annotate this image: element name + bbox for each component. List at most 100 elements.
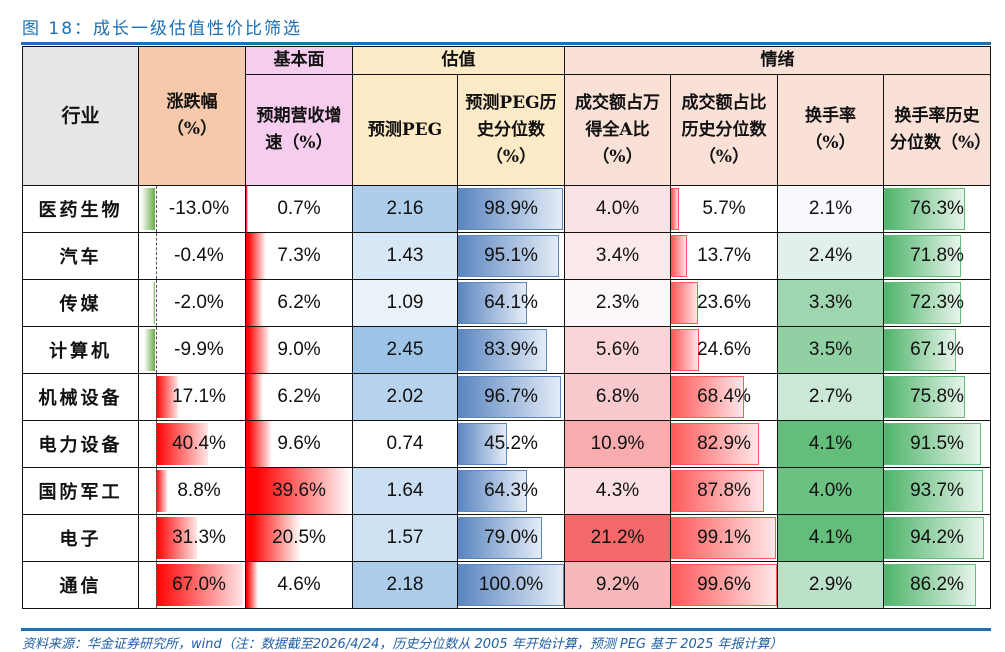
revenue-growth-cell: 0.7%: [246, 186, 353, 233]
zero-axis: [156, 233, 157, 279]
turnover-rate-cell-value: 2.9%: [809, 574, 852, 595]
peg-percentile-cell-value: 96.7%: [484, 386, 538, 407]
group-valuation: 估值: [353, 47, 565, 75]
growth-bar: [246, 233, 266, 279]
bottom-rule: [21, 628, 991, 631]
revenue-growth-cell-value: 39.6%: [272, 480, 326, 501]
industry-name: 医药生物: [23, 186, 139, 233]
turnover-rate-percentile-cell-value: 76.3%: [910, 198, 964, 219]
zero-axis: [156, 421, 157, 467]
turnover-rate-percentile-cell-value: 72.3%: [910, 292, 964, 313]
peg-cell-value: 1.09: [387, 292, 424, 313]
change-cell-value: -9.9%: [174, 339, 224, 360]
header-peg-percentile: 预测PEG历史分位数（%）: [458, 75, 565, 186]
top-rule: [21, 42, 991, 45]
turnover-rate-percentile-cell: 91.5%: [884, 421, 991, 468]
turnover-share-cell-value: 2.3%: [596, 292, 639, 313]
turnover-share-percentile-cell-value: 87.8%: [697, 480, 751, 501]
change-cell-value: -0.4%: [174, 245, 224, 266]
turnover-share-percentile-cell-value: 13.7%: [697, 245, 751, 266]
turnover-rate-cell-value: 3.3%: [809, 292, 852, 313]
change-cell: 31.3%: [139, 515, 246, 562]
change-cell-value: -13.0%: [169, 198, 229, 219]
turnover-share-cell-value: 4.3%: [596, 480, 639, 501]
revenue-growth-cell: 7.3%: [246, 233, 353, 280]
peg-cell: 2.18: [353, 562, 458, 609]
header-turnover-share-percentile: 成交额占比历史分位数（%）: [671, 75, 778, 186]
peg-cell-value: 2.18: [387, 574, 424, 595]
turnover-share-cell: 10.9%: [565, 421, 671, 468]
turnover-share-percentile-cell-value: 99.6%: [697, 574, 751, 595]
peg-percentile-cell: 98.9%: [458, 186, 565, 233]
turnover-share-percentile-cell-value: 82.9%: [697, 433, 751, 454]
turnover-rate-percentile-cell-value: 91.5%: [910, 433, 964, 454]
group-sentiment: 情绪: [565, 47, 991, 75]
header-change: 涨跌幅（%）: [139, 47, 246, 186]
turnover-rate-percentile-cell: 86.2%: [884, 562, 991, 609]
turnover-rate-percentile-cell-value: 67.1%: [910, 339, 964, 360]
change-cell: 17.1%: [139, 374, 246, 421]
peg-percentile-cell-value: 79.0%: [484, 527, 538, 548]
turnover-share-percentile-cell: 23.6%: [671, 280, 778, 327]
turnover-share-percentile-bar: [671, 188, 679, 230]
turnover-rate-cell-value: 4.0%: [809, 480, 852, 501]
turnover-rate-cell: 2.7%: [778, 374, 884, 421]
turnover-rate-percentile-cell: 75.8%: [884, 374, 991, 421]
revenue-growth-cell-value: 6.2%: [277, 386, 320, 407]
turnover-rate-cell: 3.5%: [778, 327, 884, 374]
growth-bar: [246, 327, 270, 373]
turnover-share-cell: 9.2%: [565, 562, 671, 609]
revenue-growth-cell-value: 9.6%: [277, 433, 320, 454]
turnover-share-percentile-cell: 82.9%: [671, 421, 778, 468]
zero-axis: [156, 374, 157, 420]
peg-percentile-cell: 100.0%: [458, 562, 565, 609]
industry-name: 通信: [23, 562, 139, 609]
turnover-rate-percentile-cell-value: 86.2%: [910, 574, 964, 595]
turnover-share-cell-value: 3.4%: [596, 245, 639, 266]
header-industry: 行业: [23, 47, 139, 186]
turnover-share-percentile-cell: 68.4%: [671, 374, 778, 421]
industry-name: 计算机: [23, 327, 139, 374]
industry-name: 电力设备: [23, 421, 139, 468]
turnover-rate-percentile-cell: 94.2%: [884, 515, 991, 562]
change-cell: 40.4%: [139, 421, 246, 468]
zero-axis: [156, 327, 157, 373]
turnover-share-percentile-cell: 24.6%: [671, 327, 778, 374]
peg-percentile-cell: 79.0%: [458, 515, 565, 562]
change-cell: 67.0%: [139, 562, 246, 609]
turnover-share-percentile-cell: 87.8%: [671, 468, 778, 515]
header-turnover-rate: 换手率（%）: [778, 75, 884, 186]
turnover-rate-cell: 4.1%: [778, 421, 884, 468]
turnover-rate-percentile-cell-value: 94.2%: [910, 527, 964, 548]
turnover-share-percentile-cell: 13.7%: [671, 233, 778, 280]
turnover-rate-percentile-cell: 93.7%: [884, 468, 991, 515]
turnover-share-cell: 5.6%: [565, 327, 671, 374]
peg-percentile-cell-value: 100.0%: [479, 574, 543, 595]
turnover-share-cell: 3.4%: [565, 233, 671, 280]
peg-cell-value: 0.74: [387, 433, 424, 454]
turnover-rate-cell-value: 2.4%: [809, 245, 852, 266]
peg-cell-value: 1.57: [387, 527, 424, 548]
revenue-growth-cell: 9.6%: [246, 421, 353, 468]
revenue-growth-cell: 20.5%: [246, 515, 353, 562]
industry-name: 机械设备: [23, 374, 139, 421]
turnover-rate-cell-value: 2.7%: [809, 386, 852, 407]
peg-cell: 1.64: [353, 468, 458, 515]
peg-cell: 0.74: [353, 421, 458, 468]
turnover-share-cell-value: 5.6%: [596, 339, 639, 360]
negative-bar: [141, 188, 155, 230]
revenue-growth-cell-value: 9.0%: [277, 339, 320, 360]
turnover-rate-cell: 2.1%: [778, 186, 884, 233]
turnover-share-percentile-cell-value: 23.6%: [697, 292, 751, 313]
change-cell-value: -2.0%: [174, 292, 224, 313]
peg-cell-value: 1.64: [387, 480, 424, 501]
peg-percentile-cell-value: 64.1%: [484, 292, 538, 313]
revenue-growth-cell-value: 20.5%: [272, 527, 326, 548]
peg-cell: 2.16: [353, 186, 458, 233]
